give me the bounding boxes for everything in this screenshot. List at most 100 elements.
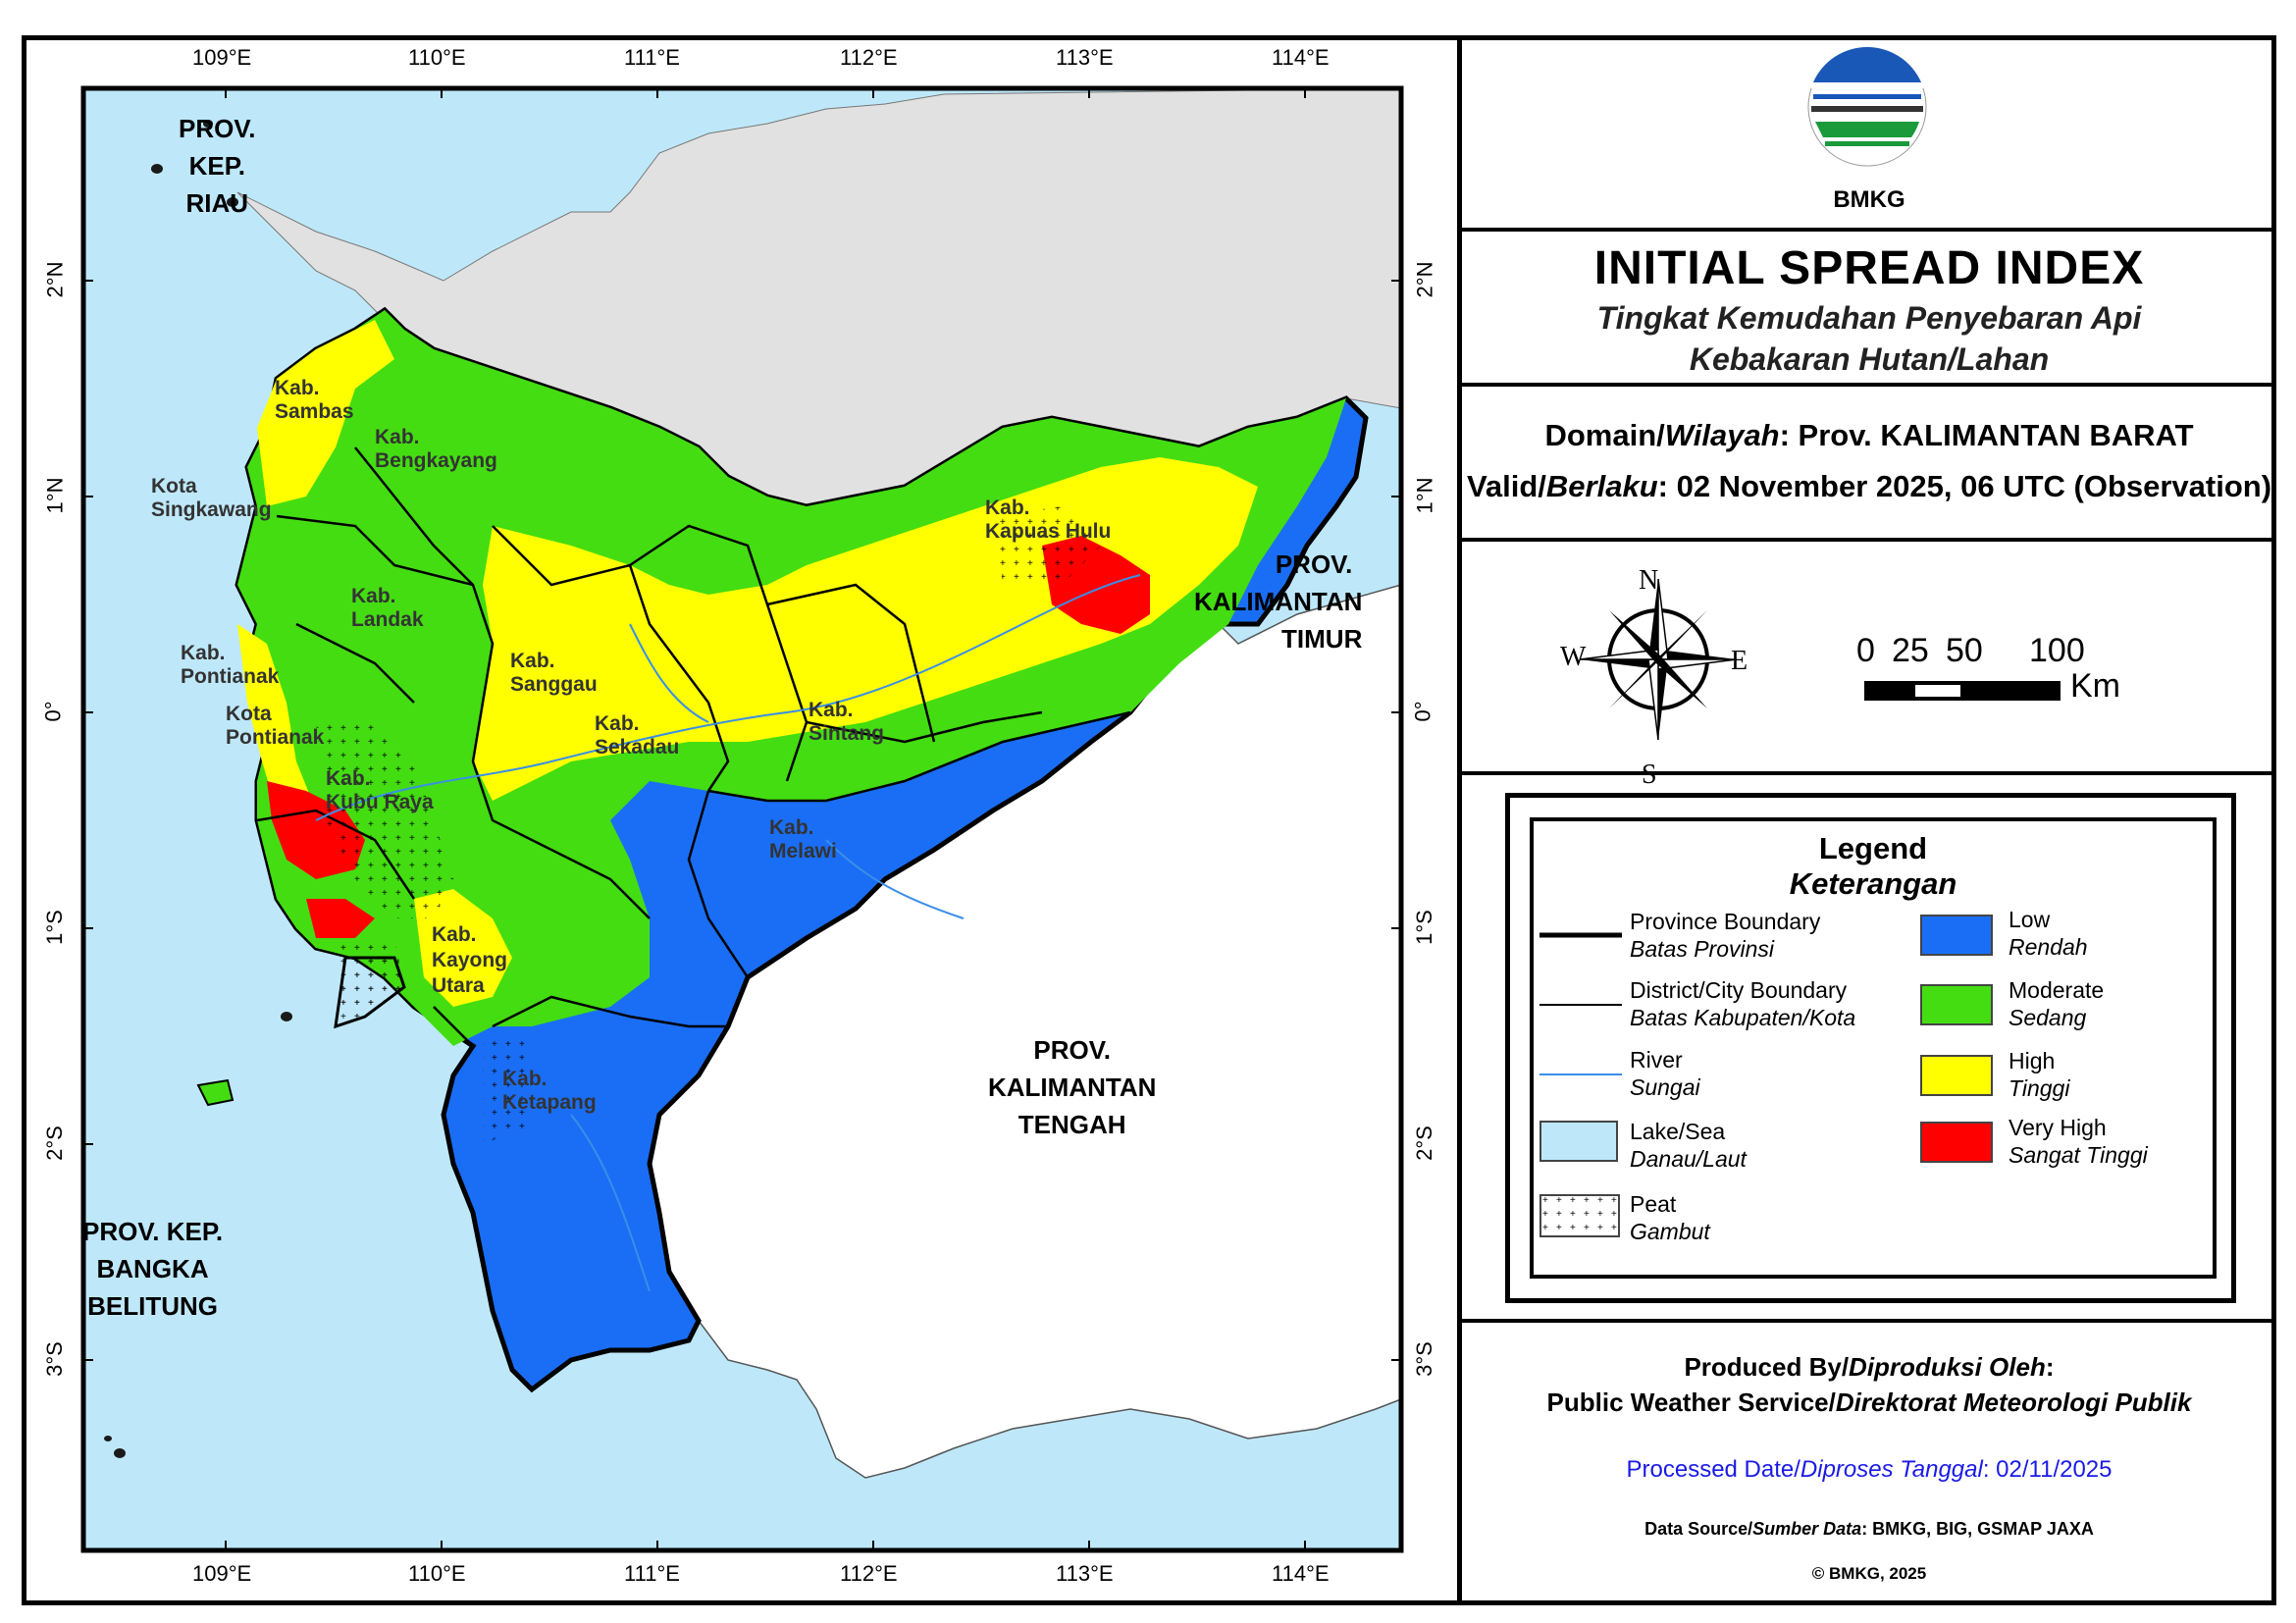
compass-n: N — [1639, 565, 1659, 596]
high-zone-north — [257, 320, 394, 506]
scale-tick-100: 100 — [2029, 632, 2085, 669]
prov-label-babel: PROV. KEP. BANGKA BELITUNG — [82, 1217, 224, 1321]
lon-tick-bottom-109: 109°E — [192, 1561, 252, 1586]
district-label-landak: Kab. Landak — [351, 585, 424, 631]
lat-tick-left-2s: 2°S — [41, 1126, 67, 1161]
district-label-sintang: Kab. Sintang — [809, 699, 884, 745]
compass-e: E — [1731, 646, 1748, 676]
peat-area-1 — [316, 722, 453, 918]
map-frame — [22, 35, 2276, 1605]
map-canvas: + + — [80, 85, 1404, 1553]
legend-box: Legend Keterangan Province Boundary Batas… — [1505, 793, 2236, 1303]
legend-moderate-text: Moderate Sedang — [2009, 977, 2105, 1030]
title-section: INITIAL SPREAD INDEX Tingkat Kemudahan P… — [1462, 232, 2276, 387]
legend-peat-swatch — [1539, 1194, 1620, 1237]
prov-label-kepri: PROV. KEP. RIAU — [179, 114, 256, 218]
lon-tick-top-110: 110°E — [408, 45, 466, 70]
lon-tick-top-114: 114°E — [1272, 45, 1330, 70]
map-subtitle-2: Kebakaran Hutan/Lahan — [1689, 341, 2050, 377]
footer-section: Produced By/Diproduksi Oleh: Public Weat… — [1462, 1323, 2276, 1605]
legend-subtitle: Keterangan — [1789, 866, 1957, 901]
map-inner-border — [80, 85, 1404, 1553]
compass-s: S — [1642, 759, 1657, 790]
map-title: INITIAL SPREAD INDEX — [1593, 242, 2145, 294]
compass-w: W — [1560, 642, 1587, 672]
lat-tick-right-2s: 2°S — [1411, 1126, 1436, 1161]
legend-low-text: Low Rendah — [2009, 907, 2088, 960]
graticule-ticks — [83, 88, 1401, 1550]
prov-label-kaltim: PROV. KALIMANTAN TIMUR — [1194, 550, 1363, 654]
compass-rose-icon — [1579, 578, 1738, 741]
lat-tick-right-2n: 2°N — [1412, 261, 1437, 298]
legend-high-swatch — [1920, 1055, 1993, 1096]
district-label-kayong-utara: Kab. Kayong Utara — [432, 923, 508, 997]
peat-area-2 — [483, 1036, 532, 1144]
rivers — [315, 574, 1141, 1292]
lon-tick-top-109: 109°E — [192, 45, 252, 70]
data-source: Data Source/Sumber Data: BMKG, BIG, GSMA… — [1644, 1519, 2094, 1539]
domain-section: Domain/Wilayah: Prov. KALIMANTAN BARAT V… — [1462, 387, 2276, 542]
produced-by: Produced By/Diproduksi Oleh: — [1684, 1352, 2055, 1382]
legend-very-high-swatch — [1920, 1122, 1993, 1163]
lon-tick-top-113: 113°E — [1056, 45, 1114, 70]
lon-tick-bottom-110: 110°E — [408, 1561, 466, 1586]
copyright: © BMKG, 2025 — [1811, 1564, 1927, 1583]
scale-tick-50: 50 — [1946, 632, 1983, 669]
peat-area-3 — [993, 506, 1101, 585]
lat-tick-left-0: 0° — [40, 701, 66, 722]
service-name: Public Weather Service/Direktorat Meteor… — [1546, 1387, 2192, 1417]
lat-tick-right-1s: 1°S — [1411, 910, 1436, 945]
valid-text: Valid/Berlaku: 02 November 2025, 06 UTC … — [1466, 469, 2272, 503]
lon-tick-top-112: 112°E — [840, 45, 898, 70]
very-high-coast — [306, 899, 375, 938]
district-label-melawi: Kab. Melawi — [769, 816, 837, 863]
compass-scale-section: N S W E 0 25 50 100 Km — [1462, 542, 2276, 790]
prov-label-kalteng: PROV. KALIMANTAN TENGAH — [988, 1035, 1157, 1139]
legend-river-text: River Sungai — [1630, 1047, 1700, 1100]
lon-tick-bottom-111: 111°E — [624, 1561, 680, 1586]
scale-tick-25: 25 — [1892, 632, 1929, 669]
district-label-kapuas-hulu: Kab. Kapuas Hulu — [985, 497, 1112, 543]
legend-district-line — [1539, 1004, 1622, 1006]
domain-text: Domain/Wilayah: Prov. KALIMANTAN BARAT — [1544, 418, 2194, 452]
lat-tick-left-1n: 1°N — [42, 477, 68, 514]
legend-lake-text: Lake/Sea Danau/Laut — [1630, 1119, 1747, 1172]
lat-tick-right-1n: 1°N — [1412, 477, 1437, 514]
legend-section: Legend Keterangan Province Boundary Batas… — [1462, 775, 2276, 1323]
legend-high-text: High Tinggi — [2009, 1048, 2070, 1101]
lat-tick-left-3s: 3°S — [41, 1341, 67, 1377]
lat-tick-right-3s: 3°S — [1411, 1341, 1436, 1377]
lat-tick-right-0: 0° — [1410, 701, 1435, 722]
legend-province-line — [1539, 932, 1622, 938]
lat-tick-left-2n: 2°N — [42, 261, 68, 298]
high-zone-west — [237, 624, 316, 840]
legend-district-text: District/City Boundary Batas Kabupaten/Ko… — [1630, 977, 1856, 1030]
district-boundaries — [256, 446, 1131, 1047]
island-karimata — [196, 1078, 235, 1107]
scale-bar — [1864, 681, 2061, 701]
legend-lake-swatch — [1539, 1121, 1618, 1162]
legend-inner: Legend Keterangan Province Boundary Batas… — [1530, 817, 2217, 1279]
legend-title: Legend — [1818, 831, 1928, 865]
district-label-sambas: Kab. Sambas — [275, 377, 354, 423]
district-label-kubu-raya: Kab. Kubu Raya — [326, 767, 434, 813]
scale-unit: Km — [2070, 667, 2120, 705]
district-label-ketapang: Kab. Ketapang — [502, 1068, 597, 1114]
district-label-bengkayang: Kab. Bengkayang — [375, 426, 497, 472]
bmkg-logo-icon — [1807, 46, 1927, 167]
island-maya — [334, 956, 406, 1029]
legend-peat-text: Peat Gambut — [1630, 1191, 1710, 1244]
legend-very-high-text: Very High Sangat Tinggi — [2009, 1115, 2148, 1168]
lon-tick-bottom-114: 114°E — [1272, 1561, 1330, 1586]
lat-tick-left-1s: 1°S — [41, 910, 67, 945]
legend-river-line — [1539, 1073, 1622, 1075]
district-label-kota-pontianak: Kota Pontianak — [226, 703, 325, 749]
map-subtitle-1: Tingkat Kemudahan Penyebaran Api — [1596, 300, 2142, 336]
district-label-sekadau: Kab. Sekadau — [595, 712, 680, 759]
district-label-pontianak: Kab. Pontianak — [181, 642, 280, 688]
legend-low-swatch — [1920, 915, 1993, 956]
district-label-sanggau: Kab. Sanggau — [510, 650, 598, 696]
map-area: + + — [22, 35, 1462, 1605]
legend-province-text: Province Boundary Batas Provinsi — [1630, 909, 1821, 962]
processed-date: Processed Date/Diproses Tanggal: 02/11/2… — [1626, 1456, 2113, 1483]
